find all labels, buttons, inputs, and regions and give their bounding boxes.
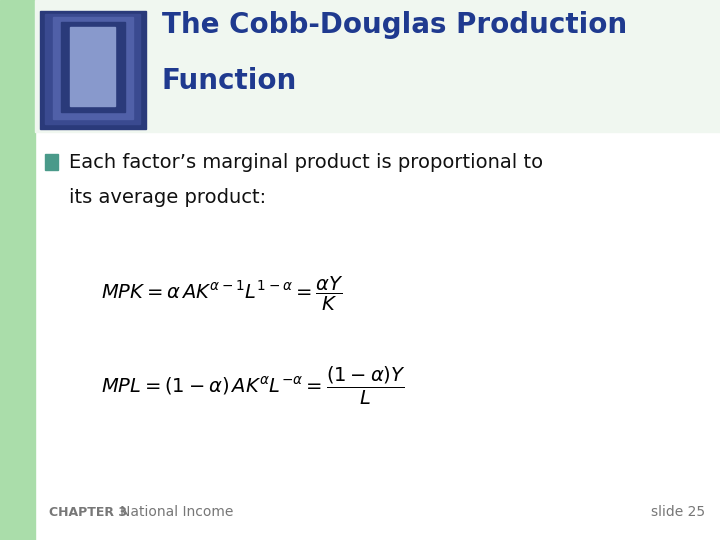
Text: its average product:: its average product: — [69, 188, 266, 207]
Text: $\mathit{MPK} = \alpha\, \mathit{AK}^{\alpha-1}\mathit{L}^{1-\alpha} = \dfrac{\a: $\mathit{MPK} = \alpha\, \mathit{AK}^{\a… — [101, 275, 343, 313]
Text: CHAPTER 3: CHAPTER 3 — [49, 507, 127, 519]
Text: slide 25: slide 25 — [652, 505, 706, 519]
Bar — [40, 11, 146, 129]
Bar — [35, 0, 720, 132]
Bar — [45, 154, 58, 170]
Text: Function: Function — [162, 68, 297, 95]
Text: National Income: National Income — [120, 505, 233, 519]
Text: Each factor’s marginal product is proportional to: Each factor’s marginal product is propor… — [69, 153, 544, 172]
Bar — [0, 0, 35, 540]
Text: The Cobb-Douglas Production: The Cobb-Douglas Production — [162, 11, 627, 38]
Bar — [45, 14, 140, 124]
Text: $\mathit{MPL} = (1-\alpha)\,\mathit{AK}^{\alpha}\mathit{L}^{-\alpha} = \dfrac{(1: $\mathit{MPL} = (1-\alpha)\,\mathit{AK}^… — [101, 365, 405, 407]
Bar — [61, 22, 125, 112]
Bar — [53, 17, 133, 119]
Bar — [70, 27, 115, 106]
